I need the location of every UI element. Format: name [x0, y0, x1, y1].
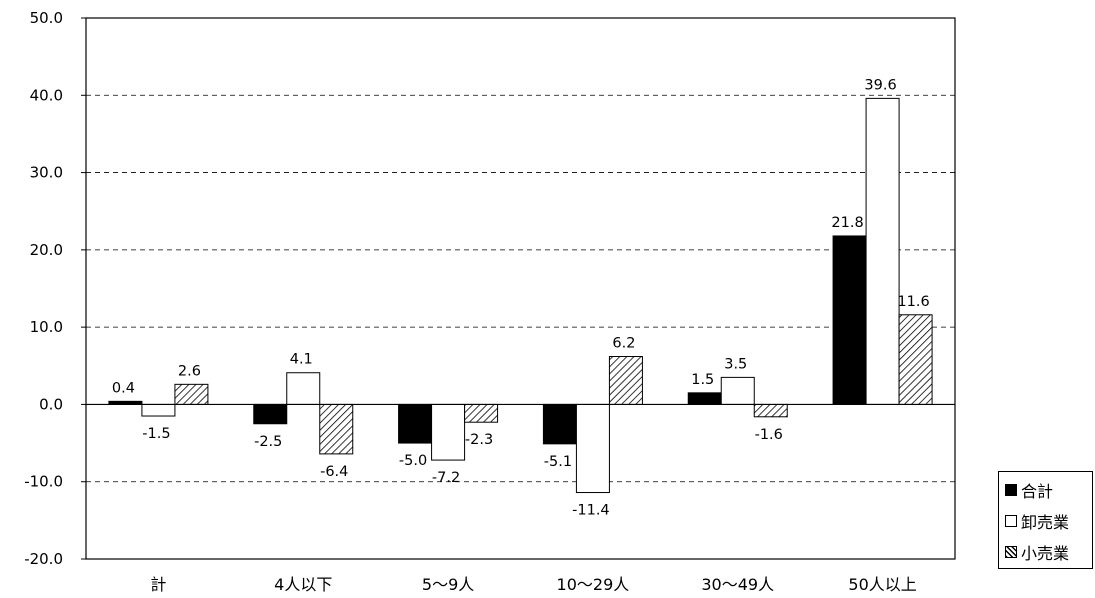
data-label: -1.6 [755, 427, 783, 443]
data-label: -2.3 [465, 432, 493, 448]
legend-label-retail: 小売業 [1021, 544, 1070, 563]
y-tick-label: -10.0 [24, 473, 63, 491]
data-label: 4.1 [290, 352, 313, 368]
y-tick-label: 10.0 [30, 318, 63, 336]
y-tick-label: 0.0 [39, 395, 63, 413]
data-label: 0.4 [112, 380, 135, 396]
data-label: -6.4 [320, 464, 348, 480]
legend-swatch-wholesale [1005, 515, 1017, 527]
legend-swatch-retail [1005, 546, 1017, 558]
bar [464, 403, 499, 423]
category-label: 10～29人 [557, 575, 630, 594]
data-label: 2.6 [178, 363, 201, 379]
category-label: 30～49人 [701, 575, 774, 594]
data-label: 11.6 [897, 294, 929, 310]
bar [253, 403, 288, 425]
bar [286, 372, 321, 405]
bars [108, 97, 933, 494]
data-label: 21.8 [831, 215, 863, 231]
bar [832, 235, 867, 405]
bar [575, 403, 610, 494]
plot-frame [85, 17, 956, 560]
data-label: -7.2 [432, 470, 460, 486]
y-tick-label: 50.0 [30, 9, 63, 27]
bar [865, 97, 900, 405]
legend-swatch-total [1005, 484, 1017, 496]
bar [542, 403, 577, 445]
legend-label-wholesale: 卸売業 [1021, 513, 1070, 532]
y-tick-label: -20.0 [24, 550, 63, 568]
data-label: -1.5 [142, 426, 170, 442]
bar [753, 403, 788, 418]
data-label: 1.5 [691, 372, 714, 388]
bar [608, 356, 643, 405]
axes: 計 4人以下 5～9人 10～29人 30～49人 50人以上 50.0 40.0 30.0 20… [24, 9, 956, 594]
bar [319, 403, 354, 455]
bar [431, 403, 466, 461]
y-tick-label: 30.0 [30, 164, 63, 182]
data-label: -11.4 [572, 503, 610, 519]
y-tick-label: 40.0 [30, 86, 63, 104]
bar [687, 392, 722, 405]
data-label: -5.1 [544, 454, 572, 470]
legend-item-total: 合計 [1005, 478, 1053, 502]
bar [174, 383, 209, 405]
data-label: -5.0 [399, 453, 427, 469]
category-label: 4人以下 [274, 575, 332, 594]
category-label: 計 [150, 575, 166, 594]
data-label: -2.5 [254, 434, 282, 450]
bar [141, 403, 176, 417]
data-labels: 0.4 -1.5 2.6 -2.5 4.1 -6.4 -5.0 -7.2 -2.3 -5.1 -11… [112, 77, 930, 518]
bar [720, 376, 755, 405]
legend-item-wholesale: 卸売業 [1005, 509, 1069, 533]
data-label: 6.2 [612, 336, 635, 352]
data-label: 3.5 [724, 356, 747, 372]
bar [398, 403, 433, 444]
y-tick-label: 20.0 [30, 241, 63, 259]
gridlines [86, 94, 955, 483]
legend: 合計 卸売業 小売業 [998, 471, 1093, 569]
legend-label-total: 合計 [1021, 482, 1054, 501]
category-label: 5～9人 [422, 575, 474, 594]
legend-item-retail: 小売業 [1005, 540, 1069, 564]
data-label: 39.6 [864, 77, 896, 93]
category-label: 50人以上 [848, 575, 916, 594]
bar [898, 314, 933, 405]
